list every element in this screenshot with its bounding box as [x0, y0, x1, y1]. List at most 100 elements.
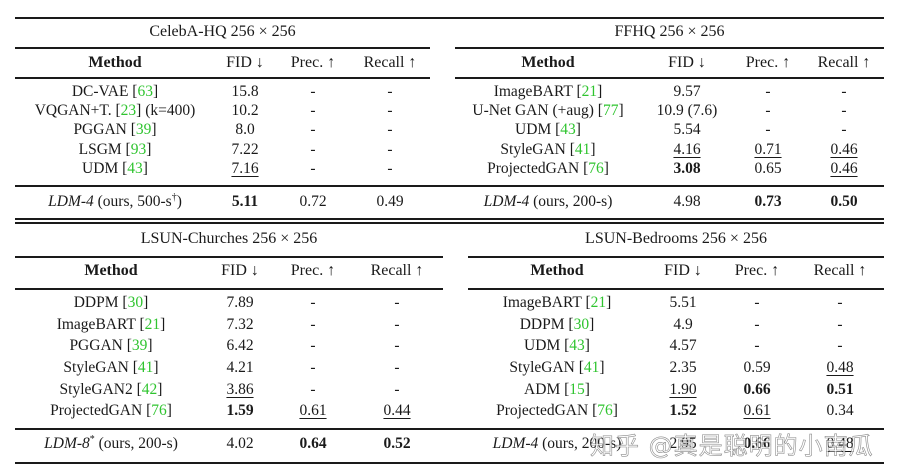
prec-cell: - [754, 294, 760, 311]
citation-link[interactable]: 77 [602, 102, 619, 119]
citation-link[interactable]: 76 [151, 402, 167, 419]
method-cell: LDM-4 (ours, 200-s) [483, 193, 613, 210]
citation-link[interactable]: 43 [569, 337, 585, 354]
watermark: 知乎 @真是聪明的小南瓜 [590, 432, 874, 461]
citation-link[interactable]: 63 [137, 83, 153, 100]
prec-cell: - [310, 316, 316, 333]
double-rule-b [15, 222, 884, 224]
citation-link[interactable]: 43 [127, 160, 143, 177]
recall-cell: - [394, 359, 400, 376]
citation-link[interactable]: 42 [141, 381, 158, 398]
header-recall: Recall ↑ [363, 54, 417, 71]
fid-cell: 4.57 [669, 337, 697, 354]
top-mid-rule [15, 185, 884, 187]
prec-cell: 0.66 [743, 435, 771, 452]
citation-link[interactable]: 15 [569, 381, 585, 398]
method-cell: ADM [15] [524, 381, 590, 398]
method-cell: UDM [43] [515, 121, 581, 138]
fid-cell: 6.42 [226, 337, 254, 354]
citation-link[interactable]: 21 [144, 316, 161, 333]
citation-link[interactable]: 21 [581, 83, 598, 100]
prec-cell: 0.64 [299, 435, 327, 452]
fid-cell: 15.8 [231, 83, 259, 100]
prec-cell: - [754, 337, 760, 354]
prec-cell: - [310, 294, 316, 311]
recall-cell: 0.51 [826, 381, 854, 398]
fid-cell: 9.57 [673, 83, 701, 100]
header-method: Method [84, 262, 138, 279]
table-title: LSUN-Bedrooms 256 × 256 [585, 230, 767, 247]
recall-cell: 0.46 [830, 160, 858, 177]
prec-cell: 0.72 [299, 193, 327, 210]
method-cell: LDM-4 (ours, 500-s†) [48, 191, 182, 210]
churches-header-rule [15, 288, 443, 290]
header-recall: Recall ↑ [817, 54, 871, 71]
fid-cell: 1.90 [669, 381, 697, 398]
recall-cell: - [837, 294, 843, 311]
fid-cell: 5.11 [231, 193, 259, 210]
fid-cell: 8.0 [235, 121, 255, 138]
recall-cell: 0.52 [383, 435, 411, 452]
citation-link[interactable]: 41 [574, 141, 591, 158]
citation-link[interactable]: 23 [120, 102, 137, 119]
prec-cell: 0.71 [754, 141, 782, 158]
fid-cell: 4.98 [673, 193, 701, 210]
header-prec: Prec. ↑ [734, 262, 780, 279]
table-title: FFHQ 256 × 256 [614, 23, 725, 40]
method-cell: ProjectedGAN [76] [487, 160, 609, 177]
recall-cell: 0.34 [826, 402, 854, 419]
citation-link[interactable]: 39 [135, 121, 152, 138]
recall-cell: - [841, 83, 847, 100]
method-cell: ProjectedGAN [76] [50, 402, 172, 419]
table-title: LSUN-Churches 256 × 256 [140, 230, 318, 247]
prec-cell: - [310, 121, 316, 138]
header-method: Method [521, 54, 575, 71]
citation-link[interactable]: 41 [137, 359, 154, 376]
method-cell: UDM [43] [82, 160, 148, 177]
citation-link[interactable]: 39 [131, 337, 148, 354]
recall-cell: 0.50 [830, 193, 858, 210]
fid-cell: 1.59 [226, 402, 254, 419]
prec-cell: 0.61 [743, 402, 771, 419]
citation-link[interactable]: 76 [588, 160, 604, 177]
citation-link[interactable]: 76 [597, 402, 613, 419]
citation-link[interactable]: 30 [127, 294, 144, 311]
fid-cell: 10.9 (7.6) [656, 102, 718, 119]
ffhq-title-rule [455, 47, 884, 49]
prec-cell: 0.65 [754, 160, 782, 177]
header-method: Method [88, 54, 142, 71]
citation-link[interactable]: 43 [560, 121, 576, 138]
header-fid: FID ↓ [226, 54, 264, 71]
celeba-header-rule [15, 77, 430, 79]
recall-cell: - [387, 121, 393, 138]
method-cell: U-Net GAN (+aug) [77] [472, 102, 624, 119]
citation-link[interactable]: 93 [130, 141, 147, 158]
citation-link[interactable]: 30 [573, 316, 590, 333]
method-cell: DC-VAE [63] [71, 83, 159, 100]
celeba-title-rule [15, 47, 430, 49]
fid-cell: 5.51 [669, 294, 697, 311]
prec-cell: - [754, 316, 760, 333]
header-prec: Prec. ↑ [290, 262, 336, 279]
method-cell: LDM-8* (ours, 200-s) [44, 433, 178, 452]
citation-link[interactable]: 41 [583, 359, 600, 376]
fid-cell: 2.35 [669, 359, 697, 376]
churches-title-rule [15, 256, 443, 258]
fid-cell: 4.02 [226, 435, 254, 452]
bottom-rule [15, 462, 884, 464]
fid-cell: 7.22 [231, 141, 259, 158]
ffhq-header-rule [455, 77, 884, 79]
citation-link[interactable]: 21 [590, 294, 607, 311]
recall-cell: - [841, 102, 847, 119]
method-cell: ImageBART [21] [493, 83, 603, 100]
recall-cell: 0.48 [826, 359, 854, 376]
bedrooms-header-rule [468, 288, 884, 290]
recall-cell: - [394, 381, 400, 398]
prec-cell: 0.61 [299, 402, 327, 419]
method-cell: StyleGAN [41] [509, 359, 605, 376]
recall-cell: - [387, 141, 393, 158]
header-method: Method [530, 262, 584, 279]
prec-cell: - [310, 359, 316, 376]
top-rule [15, 17, 884, 19]
prec-cell: - [765, 83, 771, 100]
